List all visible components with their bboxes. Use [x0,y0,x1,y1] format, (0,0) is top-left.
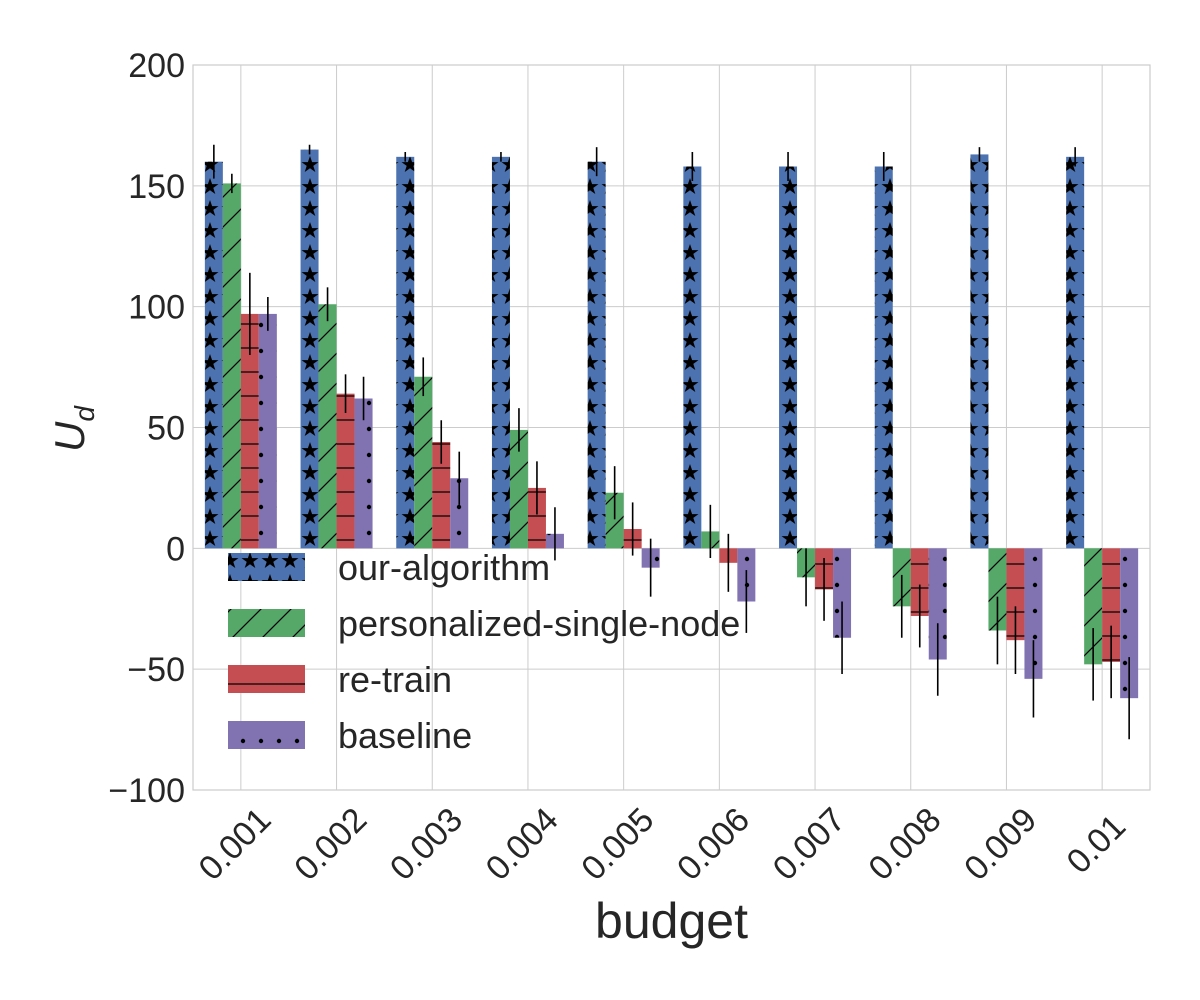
x-tick-label: 0.003 [383,801,470,888]
bar-baseline-0.002 [354,398,373,549]
bar-our-algorithm-0.01 [1066,156,1085,549]
x-tick-label: 0.006 [670,801,757,888]
x-tick-label: 0.004 [479,801,566,888]
bar-our-algorithm-0.008 [874,166,893,549]
x-tick-label: 0.008 [861,801,948,888]
legend-swatch-re-train [228,665,305,693]
bar-re-train-0.002 [336,393,355,549]
x-tick-label: 0.009 [957,801,1044,888]
bar-our-algorithm-0.001 [204,161,223,549]
bar-personalized-single-node-0.002 [318,304,337,549]
bar-personalized-single-node-0.004 [509,429,528,549]
legend: our-algorithm personalized-single-node re-… [228,547,740,756]
bar-our-algorithm-0.004 [491,156,510,549]
legend-label-baseline: baseline [338,715,472,756]
y-tick-label: 100 [128,289,185,327]
bar-our-algorithm-0.005 [587,161,606,549]
bar-personalized-single-node-0.01 [1084,548,1103,665]
bar-baseline-0.003 [450,478,469,549]
x-tick-label: 0.005 [574,801,661,888]
y-tick-label: 150 [128,168,185,206]
y-tick-label: 0 [166,530,185,568]
bar-re-train-0.003 [432,442,451,549]
bar-personalized-single-node-0.009 [988,548,1007,631]
legend-swatch-baseline [228,721,305,749]
bar-our-algorithm-0.002 [300,149,319,549]
y-tick-label: 200 [128,47,185,85]
bar-re-train-0.01 [1102,548,1121,662]
bar-baseline-0.007 [833,548,852,638]
x-axis-label: budget [595,893,748,949]
y-tick-label: −100 [108,772,185,810]
y-axis-label: Ud [46,405,100,452]
legend-label-re-train: re-train [338,659,452,700]
legend-swatch-personalized-single-node [228,609,305,637]
x-tick-label: 0.002 [287,801,374,888]
bar-re-train-0.008 [910,548,929,616]
bar-baseline-0.001 [258,313,277,549]
plot-border [192,64,1151,791]
legend-label-our-algorithm: our-algorithm [338,547,550,588]
x-tick-label: 0.007 [766,801,853,888]
legend-label-personalized-single-node: personalized-single-node [338,603,740,644]
bar-personalized-single-node-0.003 [414,376,433,549]
bar-our-algorithm-0.007 [779,166,798,549]
bar-personalized-single-node-0.005 [605,492,624,549]
bar-our-algorithm-0.006 [683,166,702,549]
x-tick-label: 0.01 [1060,807,1134,881]
bar-our-algorithm-0.003 [396,156,415,549]
bar-personalized-single-node-0.001 [222,183,241,549]
bar-our-algorithm-0.009 [970,154,989,549]
bar-re-train-0.004 [527,487,546,549]
x-tick-label: 0.001 [192,801,279,888]
bar-baseline-0.01 [1120,548,1139,699]
bar-baseline-0.008 [928,548,947,660]
y-tick-label: 50 [147,410,185,448]
bar-re-train-0.001 [240,313,259,549]
y-tick-label: −50 [127,651,185,689]
bar-baseline-0.009 [1024,548,1043,679]
bar-re-train-0.009 [1006,548,1025,641]
legend-swatch-our-algorithm [228,553,305,581]
